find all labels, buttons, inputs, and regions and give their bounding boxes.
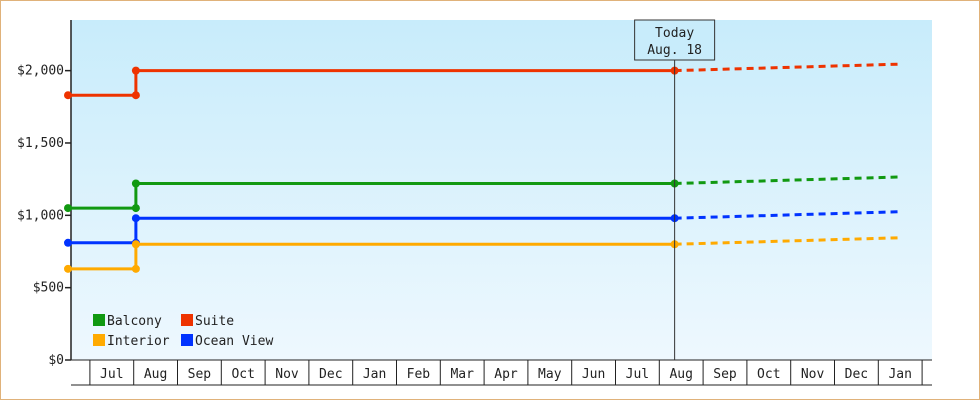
series-line xyxy=(68,242,675,271)
month-label: Nov xyxy=(801,367,825,382)
legend: Balcony Suite Interior Ocean View xyxy=(93,314,273,349)
month-label: Oct xyxy=(757,367,780,382)
month-label: Aug xyxy=(144,367,167,382)
series-forecast-line xyxy=(674,175,901,185)
y-tick-label: $1,000 xyxy=(17,208,64,223)
month-label: Mar xyxy=(450,367,474,382)
legend-swatch xyxy=(181,334,193,346)
month-label: Sep xyxy=(188,367,212,382)
legend-swatch xyxy=(93,334,105,346)
legend-swatch xyxy=(181,314,193,326)
y-tick-label: $500 xyxy=(33,281,64,296)
data-point xyxy=(131,91,140,100)
series-forecast-line xyxy=(674,210,901,220)
data-point xyxy=(131,240,140,249)
month-label: Dec xyxy=(319,367,342,382)
data-point xyxy=(64,264,72,273)
legend-label: Ocean View xyxy=(195,334,273,349)
month-label: Jun xyxy=(582,367,605,382)
month-label: Jan xyxy=(888,367,911,382)
month-label: Oct xyxy=(231,367,254,382)
month-label: Jul xyxy=(626,367,649,382)
series-interior xyxy=(64,236,901,273)
month-label: Aug xyxy=(669,367,692,382)
legend-item: Ocean View xyxy=(181,334,273,349)
today-label: Today xyxy=(655,26,694,41)
today-box xyxy=(634,19,716,61)
series-line xyxy=(68,181,675,210)
data-point xyxy=(131,214,140,223)
legend-item: Balcony xyxy=(93,314,162,329)
series-line xyxy=(68,216,675,245)
data-point xyxy=(131,204,140,213)
data-point xyxy=(64,238,72,247)
month-label: Nov xyxy=(275,367,299,382)
y-tick-label: $0 xyxy=(48,353,64,368)
legend-item: Interior xyxy=(93,334,170,349)
data-point xyxy=(131,66,140,75)
y-tick-label: $2,000 xyxy=(17,64,64,79)
y-tick-label: $1,500 xyxy=(17,136,64,151)
month-label: Feb xyxy=(407,367,431,382)
month-label: Jul xyxy=(100,367,123,382)
month-label: May xyxy=(538,367,562,382)
today-date: Aug. 18 xyxy=(647,43,702,58)
data-point xyxy=(64,204,72,213)
data-point xyxy=(131,264,140,273)
legend-label: Interior xyxy=(107,334,170,349)
month-label: Jan xyxy=(363,367,386,382)
month-label: Apr xyxy=(494,367,518,382)
month-label: Sep xyxy=(713,367,737,382)
legend-label: Balcony xyxy=(107,314,162,329)
series-forecast-line xyxy=(674,62,901,73)
month-label: Dec xyxy=(845,367,868,382)
series-line xyxy=(68,69,675,97)
legend-swatch xyxy=(93,314,105,326)
data-point xyxy=(131,179,140,188)
legend-label: Suite xyxy=(195,314,234,329)
legend-item: Suite xyxy=(181,314,234,329)
data-point xyxy=(64,91,72,100)
series-forecast-line xyxy=(674,236,901,246)
series-suite xyxy=(64,62,901,100)
plot-background xyxy=(71,20,932,360)
today-marker: Today Aug. 18 xyxy=(634,19,716,360)
